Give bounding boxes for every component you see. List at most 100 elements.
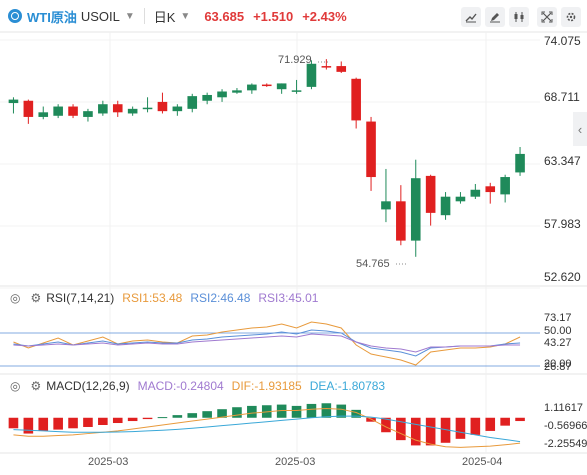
expand-icon[interactable] xyxy=(537,7,557,27)
macd-histogram-bar xyxy=(425,417,436,446)
macd-histogram-bar xyxy=(112,417,123,424)
current-price: 63.685 xyxy=(204,8,245,24)
x-axis-label: 2025-03 xyxy=(88,456,129,468)
candle-body xyxy=(425,175,436,213)
candle-body xyxy=(381,201,391,210)
macd-axis-label: 1.11617 xyxy=(544,402,583,414)
candle-body xyxy=(187,96,198,109)
candle-body xyxy=(98,104,108,114)
instrument-symbol[interactable]: USOIL xyxy=(80,8,120,24)
rsi-header: ◎ ⚙ RSI(7,14,21) RSI1:53.48 RSI2:46.48 R… xyxy=(0,288,318,308)
macd-histogram-bar xyxy=(53,417,63,430)
rsi1-value: RSI1:53.48 xyxy=(122,291,183,305)
candle-body xyxy=(38,112,49,117)
price-change-pct: +2.43% xyxy=(302,8,347,24)
macd-panel xyxy=(8,403,525,448)
macd-histogram-bar xyxy=(470,417,481,435)
y-axis-label: 52.620 xyxy=(544,270,581,284)
logo-icon xyxy=(8,9,22,23)
macd-histogram-bar xyxy=(83,417,93,427)
dea-value: DEA:-1.80783 xyxy=(309,379,386,393)
candle-body xyxy=(127,108,138,114)
eye-icon[interactable]: ◎ xyxy=(10,291,21,305)
period-selector[interactable]: 日K xyxy=(153,9,176,25)
macd-histogram-bar xyxy=(232,407,242,418)
candle-body xyxy=(321,66,332,68)
macd-histogram-bar xyxy=(157,417,168,419)
dea-line xyxy=(13,415,521,443)
candle-body xyxy=(8,99,19,104)
instrument-name[interactable]: WTI原油 xyxy=(27,9,77,25)
macd-histogram-bar xyxy=(396,417,406,441)
macd-histogram-bar xyxy=(500,417,510,426)
rsi1-line xyxy=(13,321,521,366)
candle-body xyxy=(261,84,272,87)
candle-body xyxy=(440,196,451,216)
candle-body xyxy=(202,94,212,101)
candle-body xyxy=(142,107,153,110)
y-axis-label: 74.075 xyxy=(544,34,581,48)
candle-body xyxy=(68,106,78,116)
rsi-axis-label: 26.87 xyxy=(544,361,572,373)
macd-histogram-bar xyxy=(8,417,19,429)
candle-body xyxy=(247,84,257,91)
sidebar-toggle-chevron-icon[interactable]: ‹ xyxy=(573,112,587,146)
candle-body xyxy=(410,178,421,241)
candle-body xyxy=(351,78,361,121)
macd-histogram-bar xyxy=(142,417,153,420)
candle-body xyxy=(470,189,481,197)
candle-body xyxy=(53,106,63,116)
macd-histogram-bar xyxy=(217,409,227,418)
chart-header: WTI原油 USOIL ▼ 日K ▼ 63.685 +1.510 +2.43% xyxy=(0,0,587,32)
macd-histogram-bar xyxy=(440,417,451,443)
draw-icon[interactable] xyxy=(461,7,481,27)
settings-icon[interactable] xyxy=(561,7,581,27)
candle-body xyxy=(515,153,525,173)
macd-histogram-bar xyxy=(515,417,525,422)
candle-body xyxy=(485,186,496,193)
macd-histogram-bar xyxy=(366,417,376,422)
pen-icon[interactable] xyxy=(485,7,505,27)
rsi-name[interactable]: RSI(7,14,21) xyxy=(46,291,115,305)
candle-body xyxy=(112,104,123,113)
macd-axis-label: -0.56966 xyxy=(544,420,587,432)
settings-icon[interactable]: ⚙ xyxy=(30,379,42,393)
chevron-down-icon[interactable]: ▼ xyxy=(124,10,135,22)
eye-icon[interactable]: ◎ xyxy=(10,379,21,393)
macd-value: MACD:-0.24804 xyxy=(137,379,224,393)
rsi-axis-label: 43.27 xyxy=(544,337,572,349)
candle-body xyxy=(172,106,183,112)
macd-histogram-bar xyxy=(455,417,466,439)
candle-body xyxy=(291,90,302,92)
rsi3-line xyxy=(13,333,521,353)
candle-body xyxy=(23,100,34,117)
candle-body xyxy=(500,177,510,195)
rsi2-line xyxy=(13,329,521,357)
period-chevron-icon[interactable]: ▼ xyxy=(180,10,191,22)
macd-histogram-bar xyxy=(276,404,287,418)
macd-histogram-bar xyxy=(68,417,78,429)
y-axis-label: 57.983 xyxy=(544,217,581,231)
candle-body xyxy=(217,91,227,98)
candle-body xyxy=(306,63,317,87)
macd-histogram-bar xyxy=(351,409,361,418)
macd-histogram-bar xyxy=(187,413,198,418)
macd-histogram-bar xyxy=(38,417,49,431)
price-change: +1.510 xyxy=(253,8,294,24)
candle-body xyxy=(157,101,168,112)
macd-axis-label: -2.25549 xyxy=(544,438,587,450)
x-axis-label: 2025-04 xyxy=(462,456,503,468)
x-axis-label: 2025-03 xyxy=(275,456,316,468)
macd-name[interactable]: MACD(12,26,9) xyxy=(46,379,130,393)
chart-grid xyxy=(0,31,587,454)
candle-icon[interactable] xyxy=(509,7,529,27)
y-axis-label: 63.347 xyxy=(544,154,581,168)
macd-histogram-bar xyxy=(291,405,302,418)
macd-histogram-bar xyxy=(381,417,391,433)
macd-histogram-bar xyxy=(23,417,34,434)
macd-histogram-bar xyxy=(127,417,138,422)
high-price-annotation: 71.929 xyxy=(278,54,312,66)
macd-histogram-bar xyxy=(247,405,257,418)
settings-icon[interactable]: ⚙ xyxy=(30,291,42,305)
